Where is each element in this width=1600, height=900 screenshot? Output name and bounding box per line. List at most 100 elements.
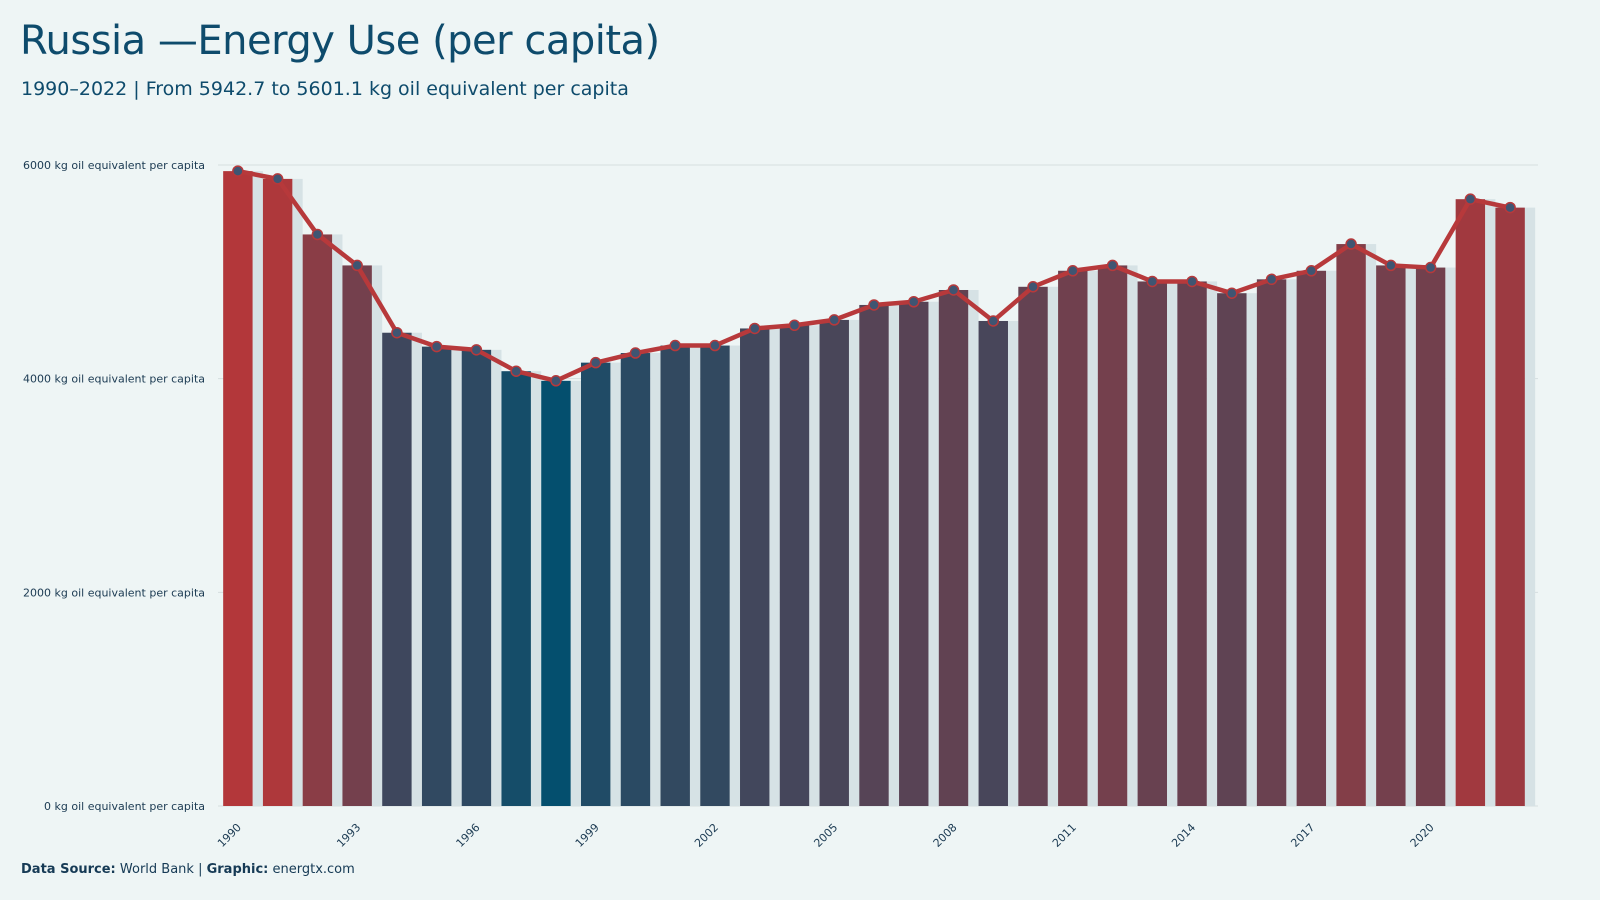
data-point-marker bbox=[1027, 281, 1039, 293]
bar bbox=[899, 301, 929, 806]
bar-gap-band bbox=[610, 362, 621, 806]
data-point-marker bbox=[709, 339, 721, 352]
chart-title: Russia —Energy Use (per capita) bbox=[20, 18, 660, 64]
y-tick-label: 2000 kg oil equivalent per capita bbox=[23, 586, 205, 599]
bar-gap-band bbox=[1485, 199, 1496, 807]
bar-gap-band bbox=[1167, 281, 1178, 806]
bar-gap-band bbox=[1524, 207, 1536, 806]
data-point-marker bbox=[669, 339, 681, 352]
bar-gap-band bbox=[1246, 293, 1257, 806]
data-point-marker bbox=[947, 284, 960, 296]
bar bbox=[1455, 199, 1486, 807]
bar-gap-band bbox=[411, 332, 422, 806]
x-tick-label: 1999 bbox=[573, 821, 602, 850]
bar bbox=[421, 346, 452, 806]
bar bbox=[1256, 279, 1287, 807]
bar bbox=[1018, 286, 1048, 806]
bar bbox=[978, 320, 1008, 806]
data-point-marker bbox=[1464, 193, 1477, 205]
data-point-marker bbox=[908, 295, 920, 308]
data-point-marker bbox=[430, 340, 443, 353]
data-point-marker bbox=[1106, 259, 1119, 272]
bar-gap-band bbox=[848, 319, 860, 806]
bar bbox=[1097, 265, 1128, 806]
x-axis: 1990 1993 1996 1999 2002 2005 2008 2011 2014 2017… bbox=[215, 821, 1437, 850]
bar-gap-band bbox=[1405, 265, 1416, 806]
x-tick-label: 1993 bbox=[334, 821, 363, 850]
bar-gap-band bbox=[1365, 244, 1377, 807]
bar bbox=[819, 319, 849, 806]
bar bbox=[461, 349, 492, 806]
y-tick-label: 0 kg oil equivalent per capita bbox=[44, 800, 205, 813]
bar-gap-band bbox=[371, 265, 383, 806]
bar bbox=[1376, 265, 1406, 806]
data-point-marker bbox=[1385, 259, 1397, 272]
data-point-marker bbox=[589, 356, 602, 369]
bar-gap-band bbox=[530, 371, 542, 806]
data-point-marker bbox=[1186, 275, 1198, 288]
y-tick-label: 4000 kg oil equivalent per capita bbox=[23, 373, 205, 386]
source-value: World Bank | bbox=[115, 862, 207, 877]
bar-gap-band bbox=[809, 325, 820, 806]
data-point-marker bbox=[1265, 273, 1278, 286]
bars bbox=[223, 171, 1525, 807]
bar-gap-band bbox=[491, 349, 502, 806]
bar bbox=[1217, 293, 1247, 806]
bar-gap-band bbox=[689, 345, 701, 806]
bar bbox=[302, 234, 333, 807]
bar-gap-band bbox=[1286, 279, 1297, 807]
bar bbox=[859, 304, 889, 806]
bar-gap-band bbox=[570, 380, 581, 806]
data-point-marker bbox=[748, 322, 761, 335]
bar-gap-band bbox=[928, 301, 939, 806]
data-point-marker bbox=[987, 315, 1000, 327]
data-point-marker bbox=[1424, 261, 1437, 274]
y-axis: 0 kg oil equivalent per capita 2000 kg oi… bbox=[23, 159, 205, 813]
bar bbox=[1296, 270, 1327, 806]
bar bbox=[740, 328, 770, 806]
bar bbox=[501, 371, 531, 806]
chart-subtitle: 1990–2022 | From 5942.7 to 5601.1 kg oil… bbox=[21, 78, 629, 100]
x-tick-label: 2014 bbox=[1169, 821, 1198, 850]
bar-gap-band bbox=[968, 289, 979, 806]
data-point-marker bbox=[550, 375, 562, 387]
data-point-marker bbox=[351, 259, 363, 272]
source-caption: Data Source: World Bank | Graphic: energ… bbox=[21, 862, 355, 877]
source-label: Data Source: bbox=[21, 862, 116, 877]
data-point-marker bbox=[391, 326, 403, 339]
bar-gap-band bbox=[1326, 270, 1337, 806]
x-tick-label: 2002 bbox=[692, 821, 721, 850]
bar bbox=[1495, 207, 1525, 806]
bar-gap-band bbox=[888, 304, 900, 806]
bar bbox=[1415, 267, 1446, 806]
data-point-marker bbox=[1146, 275, 1159, 288]
data-point-marker bbox=[1504, 201, 1516, 214]
bar bbox=[700, 345, 730, 806]
x-tick-label: 2008 bbox=[931, 821, 960, 850]
bar-gap-band bbox=[252, 171, 263, 806]
x-tick-label: 2005 bbox=[811, 821, 840, 850]
bar bbox=[779, 325, 810, 806]
bar-gap-band bbox=[292, 178, 303, 807]
bar-gap-band bbox=[1127, 265, 1138, 806]
data-point-marker bbox=[1226, 287, 1238, 299]
data-point-marker bbox=[311, 228, 324, 241]
bar bbox=[223, 171, 253, 806]
data-point-marker bbox=[470, 344, 483, 356]
bar bbox=[1177, 281, 1207, 806]
bar bbox=[620, 353, 651, 806]
bar-bands bbox=[252, 171, 1536, 807]
x-tick-label: 2011 bbox=[1050, 821, 1079, 850]
x-tick-label: 2017 bbox=[1288, 821, 1317, 850]
bar-gap-band bbox=[729, 345, 741, 806]
bar bbox=[541, 380, 571, 806]
data-point-marker bbox=[629, 347, 642, 359]
y-tick-label: 6000 kg oil equivalent per capita bbox=[23, 159, 205, 172]
data-point-marker bbox=[1345, 238, 1357, 250]
bar bbox=[660, 345, 690, 806]
bar bbox=[938, 289, 969, 806]
bar-gap-band bbox=[1445, 267, 1456, 806]
data-point-marker bbox=[232, 165, 244, 177]
